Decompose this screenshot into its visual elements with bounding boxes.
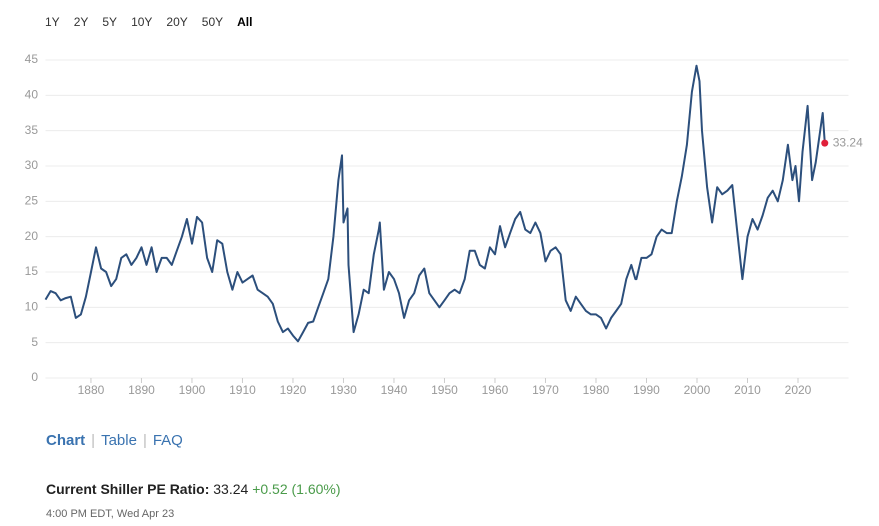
x-tick-label: 1900 [179,383,206,397]
quote: Current Shiller PE Ratio: 33.24 +0.52 (1… [46,481,341,497]
x-tick-label: 2000 [684,383,711,397]
tab[interactable]: Chart [46,432,86,449]
separator: | [91,432,96,449]
x-tick-label: 1890 [128,383,155,397]
range-button[interactable]: 1Y [45,15,60,29]
tab[interactable]: Table [101,432,137,449]
quote-time: 4:00 PM EDT, Wed Apr 23 [46,508,175,520]
chart: 0 5 10 15 20 25 30 35 40 45 1880 1890 1900 1910 1920 19… [25,52,863,397]
x-tick-label: 1990 [633,383,660,397]
x-tick-label: 1960 [482,383,509,397]
x-tick-label: 1910 [229,383,256,397]
x-tick-label: 2020 [785,383,812,397]
quote-value: 33.24 [213,481,249,497]
line [44,64,826,343]
range-button[interactable]: All [237,15,253,29]
x-tick-label: 1940 [381,383,408,397]
x-tick-label: 1980 [583,383,610,397]
quote-label: Current Shiller PE Ratio: [46,481,210,497]
y-tick-label: 20 [25,229,39,243]
x-tick-label: 1950 [431,383,458,397]
x-tick-label: 1930 [330,383,357,397]
last-point [821,139,829,147]
last-value-label: 33.24 [833,135,863,149]
x-tick-label: 1920 [280,383,307,397]
range-selector: 1Y 2Y 5Y 10Y 20Y 50Y All [45,15,266,29]
separator: | [142,432,147,449]
y-tick-label: 5 [31,335,38,349]
range-button[interactable]: 5Y [102,15,118,29]
x-tick-label: 2010 [734,383,761,397]
y-tick-label: 40 [25,88,39,102]
x-tick-label: 1880 [78,383,105,397]
y-tick-label: 45 [25,52,39,66]
y-tick-label: 30 [25,158,39,172]
range-button[interactable]: 2Y [73,15,89,29]
tabs: Chart | Table | FAQ [46,432,183,449]
y-tick-label: 0 [31,370,38,384]
x-tick-label: 1970 [532,383,559,397]
y-tick-label: 10 [25,300,39,314]
y-tick-label: 25 [25,194,39,208]
range-button[interactable]: 10Y [131,15,153,29]
range-button[interactable]: 50Y [201,15,224,29]
y-tick-label: 35 [25,123,39,137]
tab[interactable]: FAQ [152,432,183,449]
quote-change: +0.52 (1.60%) [252,481,341,497]
y-tick-label: 15 [25,264,39,278]
range-button[interactable]: 20Y [166,15,188,29]
